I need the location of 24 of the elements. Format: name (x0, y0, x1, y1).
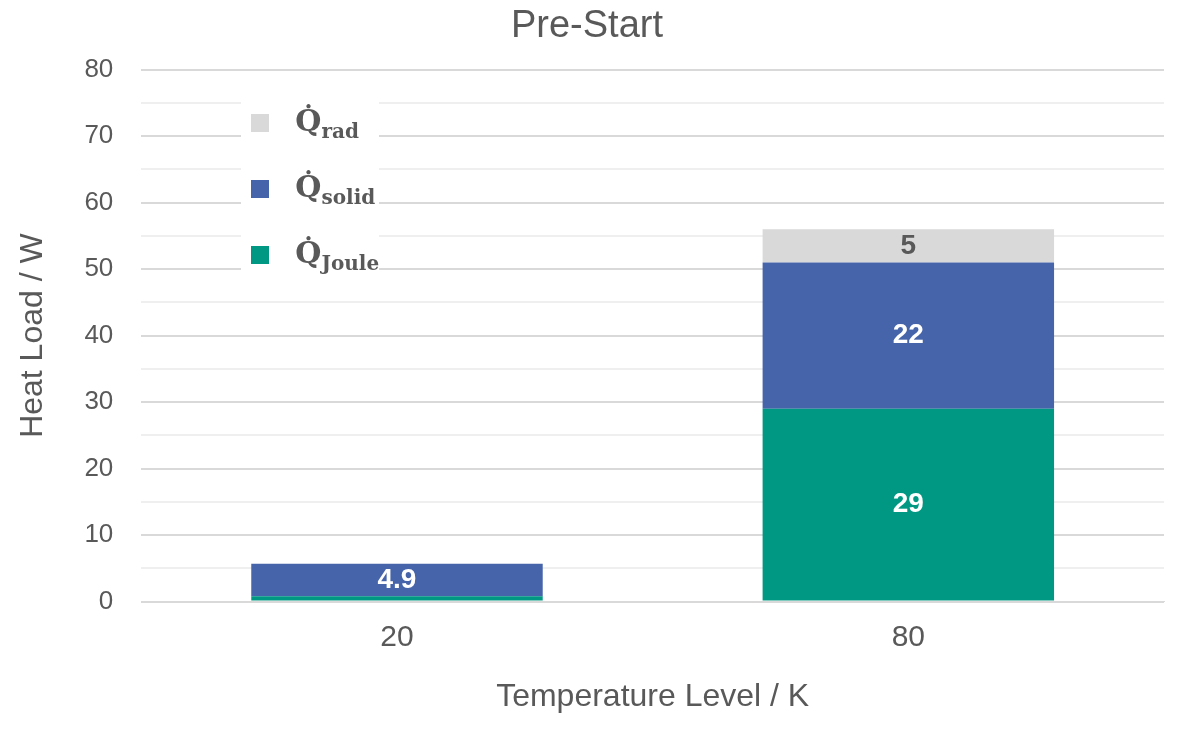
legend-label: Q̇$_{solid}$ (295, 168, 376, 209)
y-tick-label: 60 (84, 185, 114, 216)
data-label: 5 (900, 228, 917, 260)
y-tick-label: 70 (84, 119, 114, 150)
y-tick-label: 0 (98, 584, 114, 615)
chart-title: Pre-Start (510, 3, 664, 46)
y-axis-title: Heat Load / W (13, 232, 50, 438)
bar (762, 408, 1055, 601)
bar (251, 596, 543, 601)
legend-label: Q̇$_{Joule}$ (295, 234, 380, 275)
data-label: 4.9 (377, 562, 417, 594)
bar (762, 229, 1055, 263)
y-tick-label: 50 (84, 252, 114, 283)
bar (251, 563, 543, 597)
y-tick-label: 30 (84, 385, 114, 416)
y-tick-label: 40 (84, 318, 114, 349)
y-tick-label: 80 (84, 52, 114, 83)
x-axis-title: Temperature Level / K (496, 676, 810, 713)
data-label: 29 (892, 487, 924, 519)
y-tick-label: 20 (84, 451, 114, 482)
y-tick-label: 10 (84, 518, 114, 549)
bar (762, 262, 1055, 409)
legend-label: Q̇$_{rad}$ (295, 102, 359, 143)
data-label: 22 (892, 318, 924, 350)
